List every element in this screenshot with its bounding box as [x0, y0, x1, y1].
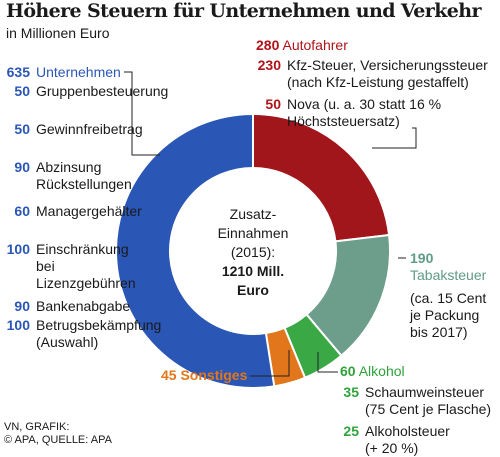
center-unit: Euro [237, 282, 269, 298]
sonstiges-heading: 45 Sonstiges [161, 367, 247, 384]
item-label: Gruppenbesteuerung [36, 83, 169, 99]
slice-autofahrer [252, 112, 391, 243]
credit-line-1: VN, GRAFIK: [4, 421, 70, 433]
center-line-2: Einnahmen [217, 225, 289, 241]
center-line-1: Zusatz- [229, 206, 277, 222]
item-value: 230 [257, 57, 281, 73]
leader-line-alkohol [317, 352, 338, 373]
unternehmen-value: 635 [6, 64, 30, 80]
leader-line-autofahrer [372, 127, 417, 149]
item-value: 100 [6, 317, 30, 333]
item-label: Abzinsung Rückstellungen [36, 159, 132, 192]
item-label: Betrugsbekämpfung (Auswahl) [36, 317, 162, 350]
item-label: Einschränkung bei Lizenzgebühren [36, 241, 136, 291]
credit-line-2: © APA, QUELLE: APA [4, 434, 112, 446]
item-value: 25 [343, 423, 359, 439]
sonstiges-label: Sonstiges [180, 367, 248, 383]
item-label: Gewinnfreibetrag [36, 121, 143, 137]
tabak-note: (ca. 15 Cent je Packung bis 2017) [410, 290, 487, 340]
leader-line-sonstiges [250, 350, 290, 377]
autofahrer-value: 280 [256, 37, 280, 53]
item-label: Nova (u. a. 30 statt 16 % Höchststeuersa… [287, 96, 442, 129]
item-value: 60 [14, 203, 30, 219]
item-value: 90 [14, 298, 30, 314]
slice-unternehmen [115, 112, 276, 389]
item-label: Bankenabgabe [36, 298, 131, 314]
item-label: Alkoholsteuer (+ 20 %) [365, 423, 450, 456]
alkohol-value: 60 [340, 363, 356, 379]
sonstiges-value: 45 [161, 367, 177, 383]
tabak-label: Tabaksteuer [410, 267, 487, 283]
item-value: 50 [14, 121, 30, 137]
center-total: 1210 Mill. [221, 263, 285, 279]
source-credit: VN, GRAFIK: © APA, QUELLE: APA [4, 421, 112, 447]
leader-line-unternehmen [124, 71, 160, 156]
alkohol-heading: 60 Alkohol [340, 363, 405, 380]
item-value: 100 [6, 241, 30, 257]
leader-lines [124, 71, 417, 377]
item-value: 50 [265, 96, 281, 112]
alkohol-label: Alkohol [358, 363, 405, 379]
tabak-value: 190 [410, 250, 434, 266]
donut-slices [115, 112, 391, 389]
item-value: 50 [14, 83, 30, 99]
unternehmen-label: Unternehmen [36, 64, 121, 80]
chart-title: Höhere Steuern für Unternehmen und Verke… [6, 0, 481, 22]
item-label: Schaumweinsteuer (75 Cent je Flasche) [365, 384, 492, 417]
item-value: 35 [343, 384, 359, 400]
center-line-3: (2015): [230, 244, 276, 260]
donut-center-label: Zusatz- Einnahmen (2015): 1210 Mill. Eur… [208, 205, 298, 300]
item-value: 90 [14, 159, 30, 175]
item-label: Kfz-Steuer, Versicherungssteuer (nach Kf… [287, 57, 488, 90]
autofahrer-heading: 280 Autofahrer [256, 37, 348, 54]
item-label: Managergehälter [36, 203, 142, 219]
autofahrer-label: Autofahrer [282, 37, 348, 53]
chart-subtitle: in Millionen Euro [6, 25, 110, 41]
tabak-heading: 190 Tabaksteuer [410, 250, 490, 284]
